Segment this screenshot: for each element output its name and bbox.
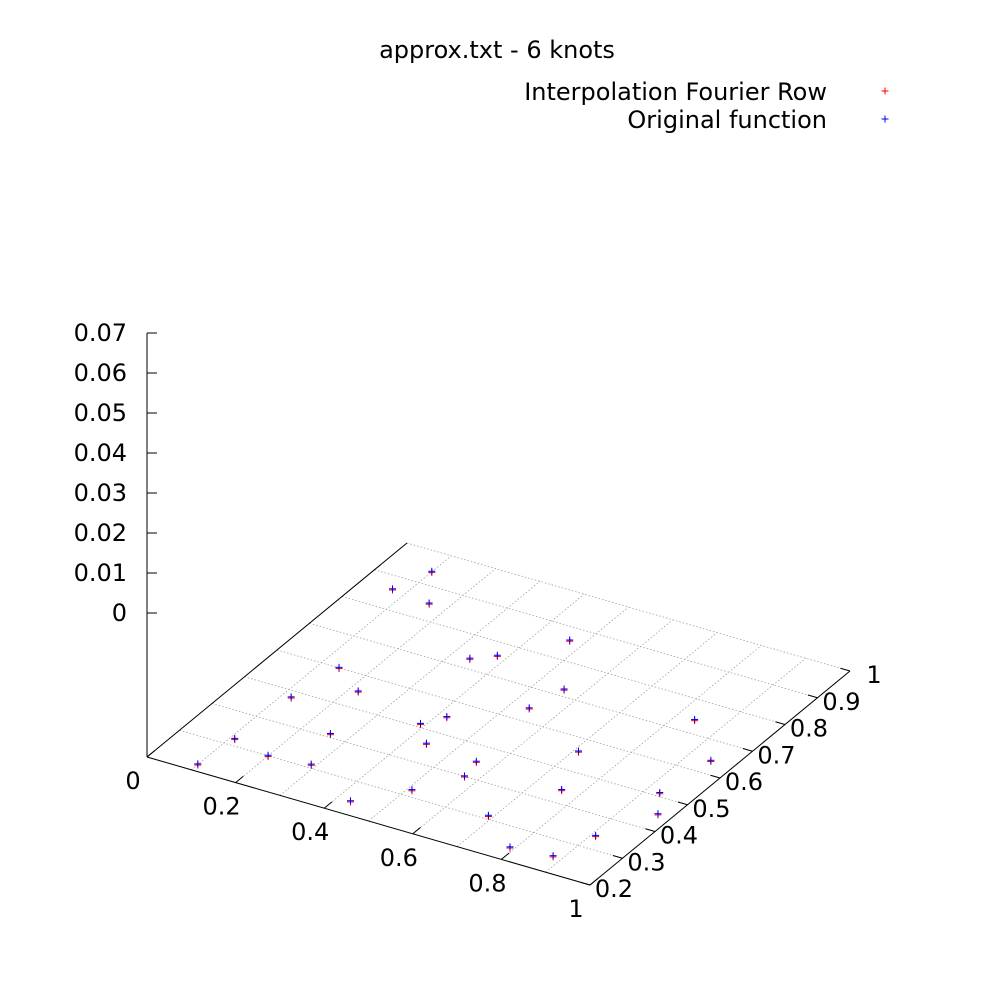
y-tick-label: 0.2 — [595, 875, 633, 903]
y-tick-mark — [775, 721, 786, 725]
y-tick-mark — [677, 801, 688, 806]
data-point — [549, 852, 557, 860]
data-point — [707, 756, 715, 764]
y-tick-label: 0.4 — [660, 822, 698, 850]
data-point — [287, 693, 295, 701]
x-tick-mark — [323, 801, 333, 809]
z-tick-label: 0.04 — [74, 439, 127, 467]
legend-label: Original function — [627, 106, 827, 134]
y-tick-mark — [645, 828, 656, 832]
y-tick-label: 1 — [866, 661, 881, 689]
z-tick-label: 0.01 — [74, 559, 127, 587]
x-tick-label: 0.2 — [203, 793, 241, 821]
x-tick-mark — [412, 827, 421, 835]
z-tick-label: 0.03 — [74, 479, 127, 507]
y-tick-mark — [710, 774, 721, 779]
data-point — [428, 567, 436, 575]
y-tick-mark — [580, 881, 591, 886]
chart-title: approx.txt - 6 knots — [379, 36, 615, 64]
z-tick-label: 0.02 — [74, 519, 127, 547]
y-tick-mark — [807, 694, 818, 699]
data-point — [560, 685, 568, 693]
data-point — [408, 786, 416, 794]
x-tick-label: 0.8 — [468, 869, 506, 897]
data-point — [264, 751, 272, 759]
x-tick-mark — [501, 852, 510, 860]
data-point — [335, 663, 343, 671]
data-point — [654, 810, 662, 818]
data-point — [346, 797, 354, 805]
x-tick-mark — [235, 775, 244, 783]
x-tick-label: 0.6 — [380, 844, 418, 872]
axes — [146, 333, 851, 886]
grid-line-x — [368, 606, 629, 822]
y-tick-mark — [612, 854, 623, 859]
legend-marker — [881, 87, 889, 95]
data-point — [389, 585, 397, 593]
x-tick-mark — [589, 878, 599, 886]
data-point — [466, 654, 474, 662]
y-tick-label: 0.9 — [822, 688, 860, 716]
x-tick-label: 0 — [125, 767, 140, 795]
data-point — [422, 739, 430, 747]
y-tick-label: 0.6 — [725, 768, 763, 796]
x-axis-line — [146, 756, 591, 886]
data-point — [484, 811, 492, 819]
z-tick-label: 0 — [112, 599, 127, 627]
data-point — [472, 757, 480, 765]
data-point — [443, 713, 451, 721]
data-point — [575, 747, 583, 755]
data-point — [592, 831, 600, 839]
legend-marker — [881, 115, 889, 123]
data-point — [656, 789, 664, 797]
data-points — [194, 567, 715, 861]
x-tick-label: 1 — [568, 895, 583, 923]
y-tick-mark — [742, 747, 753, 752]
data-point — [493, 651, 501, 659]
tick-labels: 00.20.40.60.810.20.30.40.50.60.70.80.910… — [74, 319, 882, 923]
z-tick-label: 0.05 — [74, 399, 127, 427]
grid-line-x — [545, 657, 806, 873]
z-tick-label: 0.06 — [74, 359, 127, 387]
grid-line-x — [323, 593, 585, 809]
data-point — [354, 687, 362, 695]
legend-label: Interpolation Fourier Row — [524, 78, 827, 106]
data-point — [326, 730, 334, 738]
data-point — [231, 734, 239, 742]
data-point — [566, 636, 574, 644]
data-point — [307, 760, 315, 768]
data-point — [461, 772, 469, 780]
data-point — [525, 704, 533, 712]
z-tick-label: 0.07 — [74, 319, 127, 347]
y-tick-label: 0.5 — [692, 795, 730, 823]
x0-edge-line — [146, 542, 408, 758]
data-point — [425, 599, 433, 607]
grid-line-x — [279, 581, 541, 796]
data-point — [417, 719, 425, 727]
data-point — [194, 760, 202, 768]
data-point — [558, 785, 566, 793]
x-tick-label: 0.4 — [291, 818, 329, 846]
data-point — [506, 843, 514, 851]
x-tick-mark — [146, 750, 156, 758]
y-tick-mark — [840, 667, 851, 672]
y-tick-label: 0.8 — [790, 715, 828, 743]
y-tick-label: 0.7 — [757, 741, 795, 769]
data-point — [691, 715, 699, 723]
y-tick-label: 0.3 — [627, 848, 665, 876]
base-grid — [146, 542, 851, 886]
